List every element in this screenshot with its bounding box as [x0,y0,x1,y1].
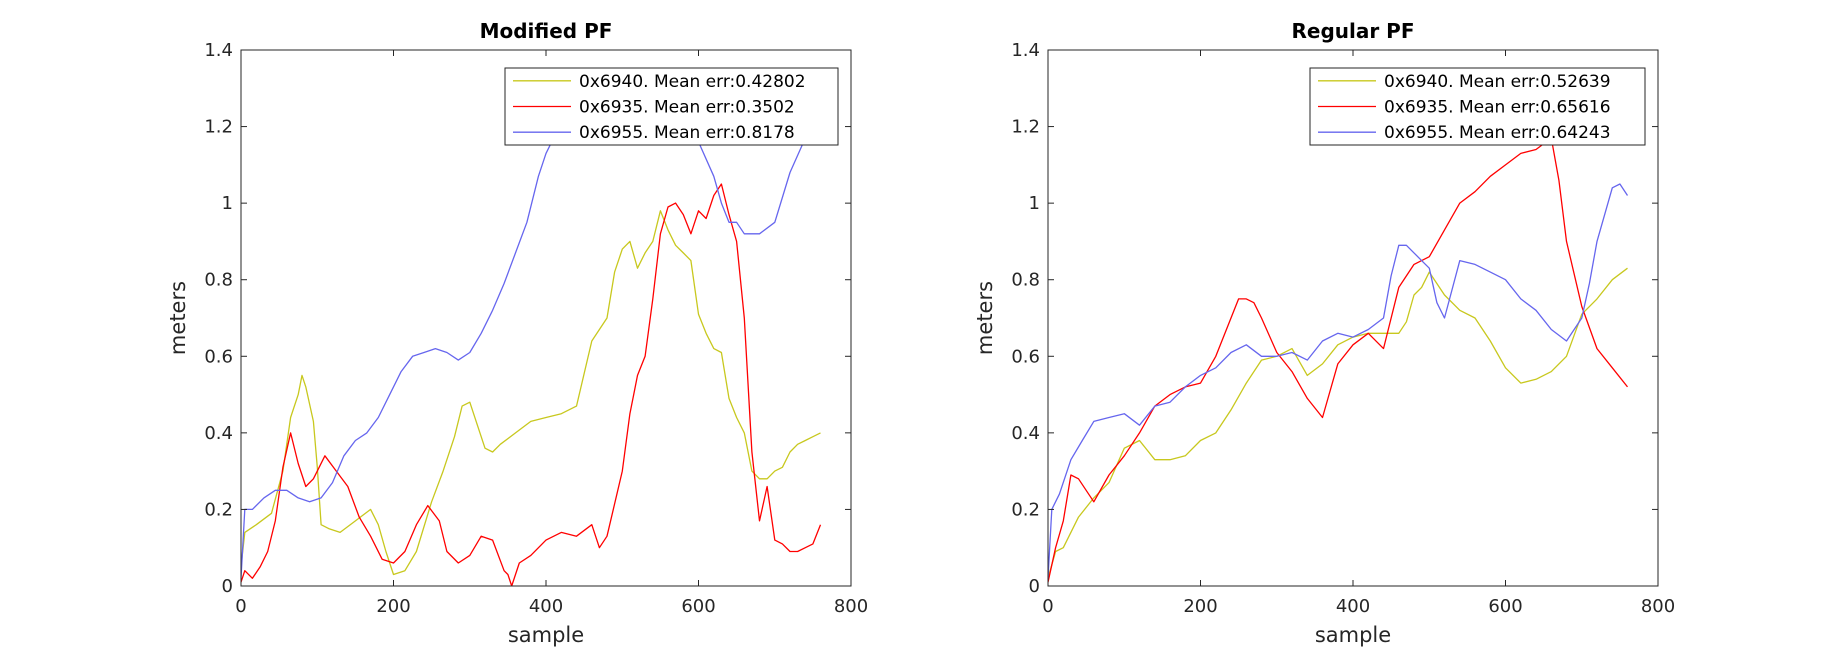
series-group [1048,137,1629,583]
legend-entry-3: 0x6955. Mean err:0.8178 [579,123,795,143]
legend: 0x6940. Mean err:0.42802 0x6935. Mean err… [504,67,839,146]
legend-entry-2: 0x6935. Mean err:0.65616 [1384,98,1611,118]
subplot-2: 0 200 400 600 800 0 0.2 0.4 0.6 0.8 1 1.2 1.4 Regular… [973,19,1675,647]
y-axis-label: meters [973,281,997,355]
legend: 0x6940. Mean err:0.52639 0x6935. Mean err… [1309,67,1646,146]
x-tick-label: 800 [1641,596,1675,617]
y-tick-label: 1.2 [1011,117,1040,138]
x-tick-label: 800 [834,596,868,617]
y-tick-label: 0 [222,576,233,597]
series-line-3 [1048,183,1629,579]
y-tick-label: 0.6 [1011,346,1040,367]
y-tick-label: 0.2 [204,499,233,520]
x-tick-label: 200 [376,596,410,617]
subplot-1: 0 200 400 600 800 0 0.2 0.4 0.6 0.8 1 1.2 1.4 Modifie… [166,19,868,647]
series-line-2 [1048,137,1629,583]
x-tick-label: 600 [1488,596,1522,617]
chart-title: Regular PF [1291,19,1414,43]
y-tick-label: 0.2 [1011,499,1040,520]
x-axis-label: sample [508,623,584,647]
y-tick-label: 0.8 [204,270,233,291]
series-line-3 [241,137,806,579]
chart-title: Modified PF [480,19,613,43]
legend-entry-2: 0x6935. Mean err:0.3502 [579,98,795,118]
series-line-1 [241,210,821,576]
x-tick-label: 600 [681,596,715,617]
y-tick-label: 1.2 [204,117,233,138]
legend-entry-3: 0x6955. Mean err:0.64243 [1384,123,1611,143]
y-tick-label: 0.6 [204,346,233,367]
legend-entry-1: 0x6940. Mean err:0.52639 [1384,72,1611,92]
y-tick-label: 0.4 [204,423,233,444]
y-axis-label: meters [166,281,190,355]
y-tick-label: 1.4 [1011,40,1040,61]
x-tick-label: 200 [1183,596,1217,617]
y-tick-label: 0 [1029,576,1040,597]
y-tick-label: 0.8 [1011,270,1040,291]
x-tick-label: 400 [1336,596,1370,617]
x-axis-label: sample [1315,623,1391,647]
x-tick-label: 0 [1042,596,1053,617]
y-tick-label: 1 [1029,193,1040,214]
y-tick-label: 0.4 [1011,423,1040,444]
series-line-2 [241,183,822,586]
y-tick-label: 1 [222,193,233,214]
x-tick-label: 0 [235,596,246,617]
y-tick-label: 1.4 [204,40,233,61]
x-tick-label: 400 [529,596,563,617]
series-line-1 [1048,267,1628,579]
legend-entry-1: 0x6940. Mean err:0.42802 [579,72,806,92]
series-group [241,137,822,586]
